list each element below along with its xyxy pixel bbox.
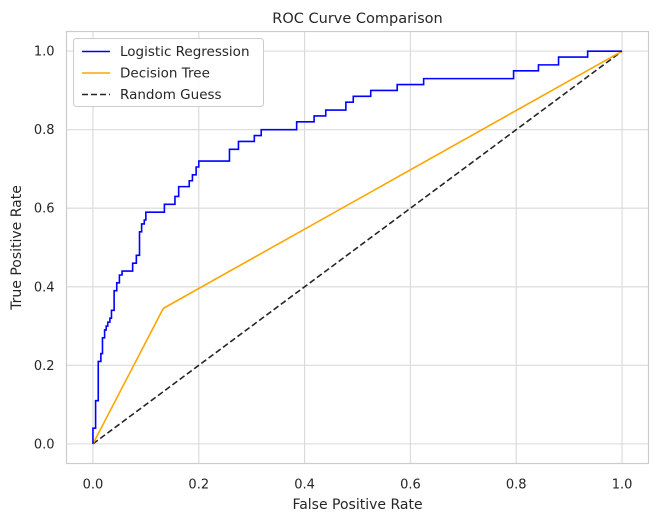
legend-label-logistic-regression: Logistic Regression [120, 44, 250, 60]
legend: Logistic Regression Decision Tree Random G… [73, 38, 264, 107]
y-tick-label: 0.4 [34, 280, 55, 295]
legend-label-decision-tree: Decision Tree [120, 66, 210, 82]
x-tick-label: 0.4 [294, 478, 315, 493]
y-tick-label: 0.2 [34, 359, 55, 374]
y-axis-label: True Positive Rate [9, 185, 25, 311]
chart-title: ROC Curve Comparison [272, 11, 442, 27]
x-axis-label: False Positive Rate [292, 497, 422, 513]
series-line-logistic-regression [92, 50, 623, 444]
plot-frame [65, 30, 650, 465]
x-tick-label: 0.0 [83, 478, 104, 493]
x-tick-label: 0.8 [506, 478, 527, 493]
x-tick-label: 0.2 [188, 478, 209, 493]
y-tick-label: 1.0 [34, 45, 55, 60]
series-layer [92, 50, 623, 445]
legend-items: Logistic Regression Decision Tree Random G… [82, 44, 250, 103]
y-tick-label: 0.8 [34, 123, 55, 138]
series-line-random-guess [92, 50, 623, 445]
y-tick-label: 0.0 [34, 437, 55, 452]
grid-layer [66, 31, 649, 464]
x-tick-label: 1.0 [612, 478, 633, 493]
legend-box [73, 38, 264, 107]
series-line-decision-tree [92, 50, 623, 445]
tick-layer: 0.0 0.2 0.4 0.6 0.8 1.0 0.0 0.2 0.4 0.6 0.8 1.0 [34, 45, 633, 493]
x-tick-label: 0.6 [400, 478, 421, 493]
legend-label-random-guess: Random Guess [120, 87, 222, 103]
y-tick-label: 0.6 [34, 202, 55, 217]
